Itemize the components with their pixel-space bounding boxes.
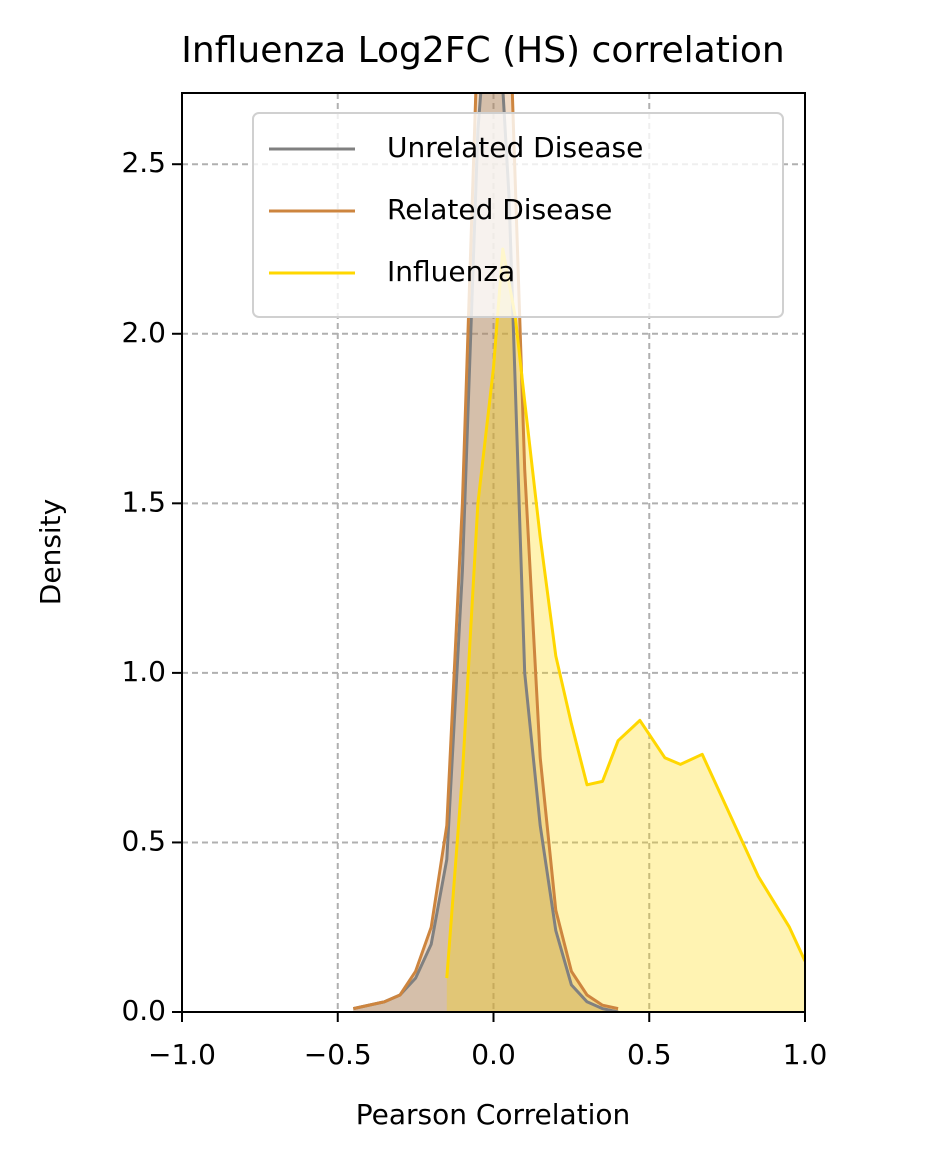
x-tick-label: −1.0 xyxy=(148,1038,216,1071)
legend-label: Unrelated Disease xyxy=(387,131,643,164)
line xyxy=(352,93,619,1011)
x-tick-label: −0.5 xyxy=(304,1038,372,1071)
y-tick-label: 2.5 xyxy=(121,146,166,179)
areas xyxy=(353,93,805,1012)
x-tick-label: 1.0 xyxy=(783,1038,828,1071)
line xyxy=(352,93,619,1012)
area xyxy=(446,249,805,1012)
lines xyxy=(352,93,805,1012)
x-tick-label: 0.5 xyxy=(627,1038,672,1071)
axes: −1.0 −0.5 0.0 0.5 1.0 0.0 0.5 1.0 1.5 2.0 2.5 xyxy=(121,146,827,1071)
line xyxy=(445,247,805,979)
legend: Unrelated Disease Related Disease Influenz… xyxy=(252,112,784,318)
chart-title: Influenza Log2FC (HS) correlation xyxy=(181,30,784,71)
y-tick-label: 0.0 xyxy=(121,994,166,1027)
y-tick-label: 2.0 xyxy=(121,316,166,349)
legend-label: Related Disease xyxy=(387,193,612,226)
area xyxy=(353,93,619,1012)
y-tick-label: 1.0 xyxy=(121,655,166,688)
area xyxy=(353,93,619,1012)
y-axis-label: Density xyxy=(34,499,67,605)
x-axis-label: Pearson Correlation xyxy=(356,1098,631,1131)
legend-box xyxy=(252,112,784,318)
x-tick-label: 0.0 xyxy=(471,1038,516,1071)
y-tick-label: 0.5 xyxy=(121,824,166,857)
y-tick-label: 1.5 xyxy=(121,485,166,518)
legend-label: Influenza xyxy=(387,255,515,288)
